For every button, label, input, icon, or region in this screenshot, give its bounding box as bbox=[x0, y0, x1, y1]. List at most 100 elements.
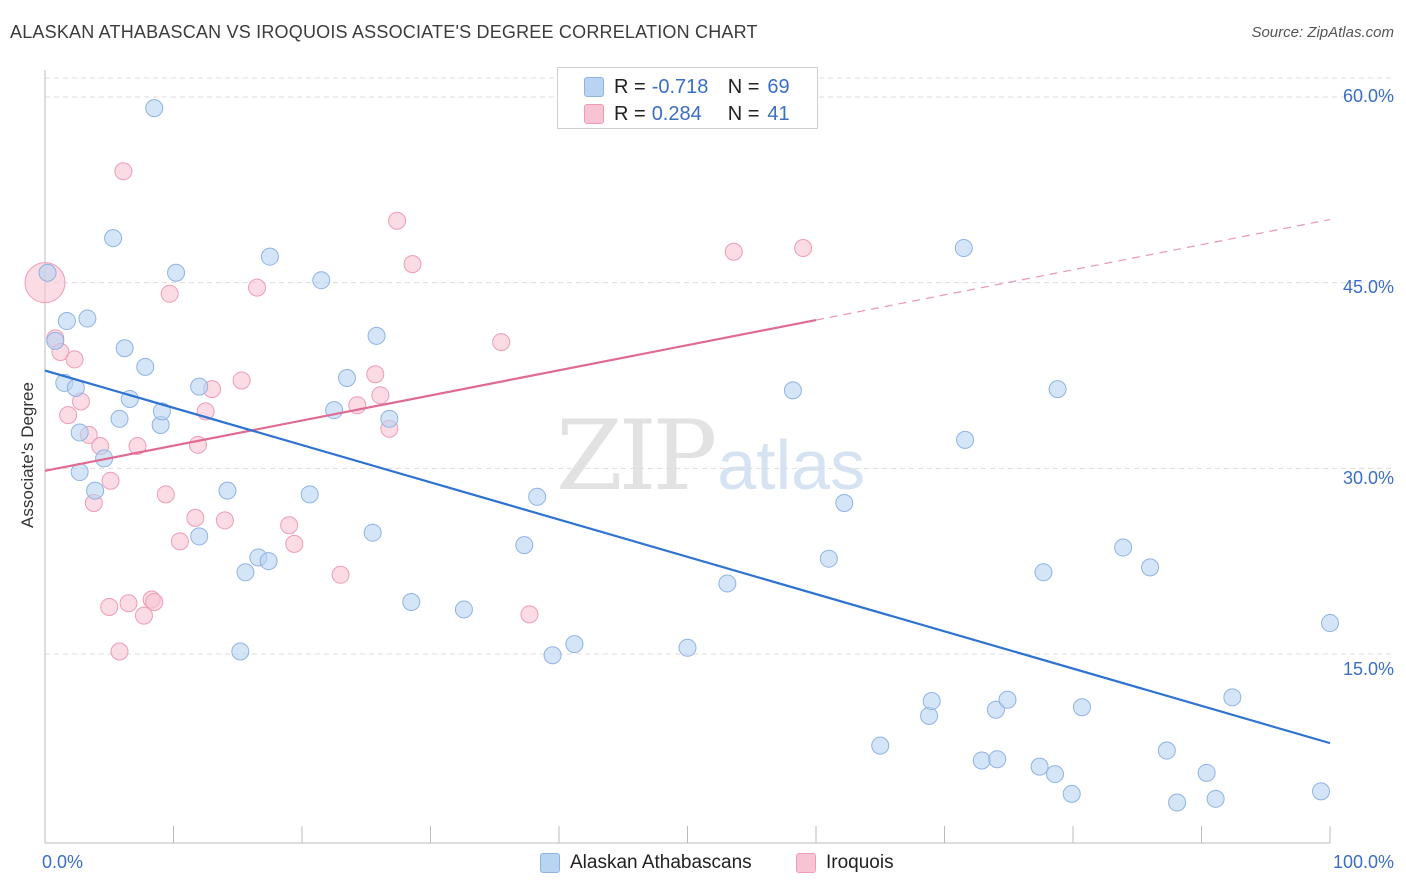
iroquois-point bbox=[403, 255, 422, 274]
athabascan-point bbox=[1197, 763, 1216, 782]
athabascan-point bbox=[972, 751, 991, 770]
athabascan-point bbox=[1114, 538, 1133, 557]
legend-swatch-pink bbox=[584, 104, 604, 124]
iroquois-point bbox=[248, 278, 267, 297]
bottom-legend-label: Iroquois bbox=[826, 852, 894, 873]
y-axis-label: Associate's Degree bbox=[18, 382, 37, 528]
bottom-legend-label: Alaskan Athabascans bbox=[570, 852, 752, 873]
athabascan-point bbox=[920, 706, 939, 725]
iroquois-point bbox=[492, 333, 511, 352]
athabascan-point bbox=[454, 600, 473, 619]
athabascan-point bbox=[312, 271, 331, 290]
iroquois-point bbox=[59, 406, 78, 425]
iroquois-trendline bbox=[44, 318, 817, 472]
legend-r-value: 0.284 bbox=[651, 102, 702, 125]
y-tick-label-15: 15.0% bbox=[1342, 659, 1394, 679]
athabascan-point bbox=[871, 736, 890, 755]
athabascan-point bbox=[110, 409, 129, 428]
athabascan-point bbox=[718, 574, 737, 593]
athabascan-point bbox=[1157, 741, 1176, 760]
iroquois-point bbox=[724, 242, 743, 261]
athabascan-point bbox=[380, 409, 399, 428]
legend-r-label: R = bbox=[614, 102, 646, 125]
iroquois-point bbox=[280, 516, 299, 535]
athabascan-point bbox=[988, 750, 1007, 769]
y-tick-label-45: 45.0% bbox=[1342, 277, 1394, 297]
legend-r-label: R = bbox=[614, 75, 646, 98]
bottom-legend-iroquois: Iroquois bbox=[796, 852, 894, 874]
bottom-legend-swatch-pink bbox=[796, 853, 816, 873]
athabascan-point bbox=[922, 692, 941, 711]
athabascan-point bbox=[190, 527, 209, 546]
athabascan-point bbox=[1046, 765, 1065, 784]
athabascan-point bbox=[1030, 757, 1049, 776]
bottom-legend-athabascans: Alaskan Athabascans bbox=[540, 852, 752, 874]
athabascan-point bbox=[136, 357, 155, 376]
iroquois-point bbox=[520, 605, 539, 624]
iroquois-point bbox=[145, 593, 164, 612]
chart-title: ALASKAN ATHABASCAN VS IROQUOIS ASSOCIATE… bbox=[10, 22, 758, 42]
athabascan-point bbox=[236, 563, 255, 582]
athabascan-point bbox=[543, 646, 562, 665]
iroquois-point bbox=[371, 386, 390, 405]
athabascan-point bbox=[367, 326, 386, 345]
athabascan-point bbox=[1206, 789, 1225, 808]
iroquois-point bbox=[119, 594, 138, 613]
x-tick-label-max: 100.0% bbox=[1332, 852, 1394, 872]
iroquois-point bbox=[388, 211, 407, 230]
athabascan-point bbox=[515, 536, 534, 555]
athabascan-point bbox=[300, 485, 319, 504]
athabascan-point bbox=[259, 552, 278, 571]
athabascan-point bbox=[783, 381, 802, 400]
athabascan-point bbox=[998, 690, 1017, 709]
legend-row-iroquois: R = 0.284 N = 41 bbox=[584, 102, 790, 126]
athabascan-point bbox=[260, 247, 279, 266]
x-tick-label-min: 0.0% bbox=[42, 852, 84, 872]
athabascan-point bbox=[1168, 793, 1187, 812]
iroquois-point bbox=[215, 511, 234, 530]
athabascan-point bbox=[337, 368, 356, 387]
athabascan-point bbox=[115, 339, 134, 358]
athabascan-point bbox=[104, 229, 123, 248]
iroquois-point bbox=[232, 371, 251, 390]
athabascan-point bbox=[231, 642, 250, 661]
athabascan-point bbox=[86, 481, 105, 500]
source-label: Source: ZipAtlas.com bbox=[1251, 24, 1394, 41]
athabascan-point bbox=[46, 331, 65, 350]
athabascan-point bbox=[986, 700, 1005, 719]
athabascan-point bbox=[38, 263, 57, 282]
athabascan-point bbox=[528, 487, 547, 506]
iroquois-point bbox=[134, 606, 153, 625]
athabascan-point bbox=[152, 402, 171, 421]
iroquois-point bbox=[186, 508, 205, 527]
athabascan-point bbox=[1072, 698, 1091, 717]
athabascan-point bbox=[1034, 563, 1053, 582]
iroquois-point bbox=[285, 534, 304, 553]
athabascan-point bbox=[1141, 558, 1160, 577]
athabascan-point bbox=[167, 263, 186, 282]
stats-legend: R = -0.718 N = 69 R = 0.284 N = 41 bbox=[557, 67, 818, 129]
iroquois-point bbox=[331, 565, 350, 584]
iroquois-point bbox=[156, 485, 175, 504]
iroquois-point bbox=[160, 284, 179, 303]
legend-n-value: 69 bbox=[767, 75, 790, 98]
athabascan-point bbox=[954, 239, 973, 258]
athabascan-point bbox=[78, 309, 97, 328]
y-tick-label-60: 60.0% bbox=[1342, 86, 1394, 106]
iroquois-point bbox=[794, 239, 813, 258]
athabascan-point bbox=[565, 635, 584, 654]
legend-r-value: -0.718 bbox=[651, 75, 709, 98]
athabascan-point bbox=[402, 593, 421, 612]
athabascan-point bbox=[57, 312, 76, 331]
legend-n-label: N = bbox=[727, 75, 760, 98]
legend-n-value: 41 bbox=[767, 102, 790, 125]
iroquois-point bbox=[110, 642, 129, 661]
athabascan-point bbox=[1062, 784, 1081, 803]
legend-row-athabascans: R = -0.718 N = 69 bbox=[584, 75, 790, 99]
athabascan-point bbox=[218, 481, 237, 500]
athabascan-point bbox=[835, 493, 854, 512]
athabascan-point bbox=[1312, 782, 1331, 801]
athabascan-point bbox=[1048, 380, 1067, 399]
iroquois-point bbox=[114, 162, 133, 181]
iroquois-point bbox=[366, 365, 385, 384]
